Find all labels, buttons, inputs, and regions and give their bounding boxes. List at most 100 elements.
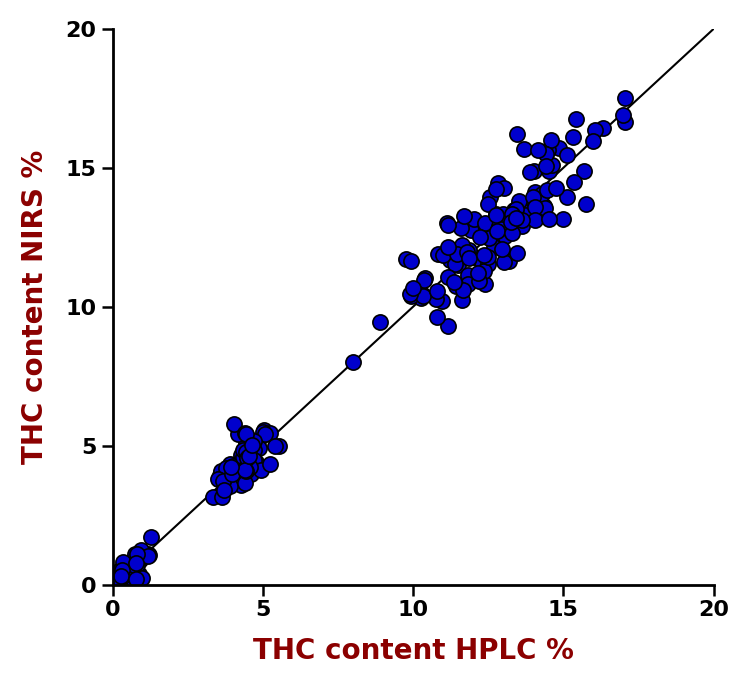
Point	[236, 449, 248, 460]
Point	[527, 191, 539, 202]
Point	[490, 183, 502, 194]
Point	[230, 476, 242, 487]
Point	[122, 558, 134, 569]
Point	[233, 464, 245, 475]
Point	[516, 214, 528, 225]
Point	[122, 557, 134, 568]
Point	[212, 474, 224, 485]
Point	[240, 447, 252, 458]
Point	[476, 257, 488, 268]
Point	[227, 461, 239, 472]
Point	[524, 167, 536, 178]
Point	[479, 279, 491, 289]
Point	[570, 113, 582, 124]
Point	[462, 279, 474, 290]
Point	[258, 425, 270, 436]
Point	[436, 296, 448, 307]
Point	[416, 293, 428, 304]
Point	[142, 548, 154, 559]
Point	[482, 198, 494, 209]
Point	[228, 470, 240, 481]
Point	[237, 456, 249, 467]
Point	[130, 573, 142, 584]
Point	[123, 561, 135, 572]
Point	[458, 285, 470, 296]
Point	[273, 441, 285, 452]
Point	[115, 571, 127, 582]
Point	[257, 427, 269, 438]
Point	[617, 109, 629, 120]
Point	[405, 291, 417, 302]
Point	[230, 462, 242, 473]
Point	[442, 320, 454, 331]
Point	[448, 276, 460, 287]
Point	[462, 270, 474, 281]
Point	[110, 572, 122, 583]
Point	[406, 283, 418, 294]
Point	[419, 273, 431, 284]
Point	[240, 451, 252, 462]
Point	[404, 289, 416, 300]
Point	[455, 223, 467, 234]
Point	[442, 272, 454, 283]
Point	[500, 230, 512, 241]
Point	[598, 123, 610, 134]
Point	[244, 469, 256, 480]
Point	[240, 429, 252, 440]
Point	[568, 176, 580, 187]
Point	[242, 445, 254, 456]
Point	[264, 459, 276, 470]
Point	[136, 573, 148, 584]
Point	[531, 202, 543, 213]
Point	[522, 198, 534, 209]
Point	[130, 559, 142, 570]
Point	[130, 563, 142, 573]
Point	[538, 200, 550, 211]
Point	[511, 128, 523, 139]
Point	[133, 549, 145, 560]
Point	[129, 548, 141, 559]
Point	[463, 244, 475, 255]
Point	[133, 569, 145, 580]
Point	[536, 188, 548, 199]
Point	[590, 124, 602, 135]
Point	[109, 580, 121, 591]
Point	[251, 456, 262, 467]
Point	[111, 567, 123, 578]
Point	[472, 275, 484, 286]
Point	[432, 248, 444, 259]
Point	[250, 436, 262, 447]
Point	[620, 116, 632, 127]
Point	[142, 550, 154, 561]
Point	[442, 241, 454, 252]
Point	[529, 215, 541, 226]
Point	[244, 461, 256, 472]
Point	[207, 492, 219, 503]
Point	[557, 213, 569, 224]
Point	[492, 177, 504, 188]
Point	[496, 222, 508, 233]
Point	[509, 205, 520, 216]
Point	[236, 463, 248, 474]
Point	[125, 573, 137, 584]
Point	[518, 144, 530, 155]
Point	[222, 476, 234, 487]
Point	[554, 142, 566, 153]
Point	[547, 160, 559, 171]
Point	[123, 561, 135, 572]
Point	[237, 445, 249, 456]
Point	[221, 467, 233, 478]
Point	[240, 466, 252, 477]
Point	[529, 202, 541, 213]
Point	[465, 224, 477, 235]
Point	[135, 545, 147, 556]
Point	[235, 480, 247, 490]
Point	[530, 187, 542, 198]
Point	[240, 456, 252, 466]
Point	[218, 474, 230, 485]
Point	[126, 560, 138, 571]
Point	[452, 259, 464, 270]
Point	[498, 257, 510, 268]
Point	[130, 557, 142, 568]
Point	[118, 575, 130, 586]
